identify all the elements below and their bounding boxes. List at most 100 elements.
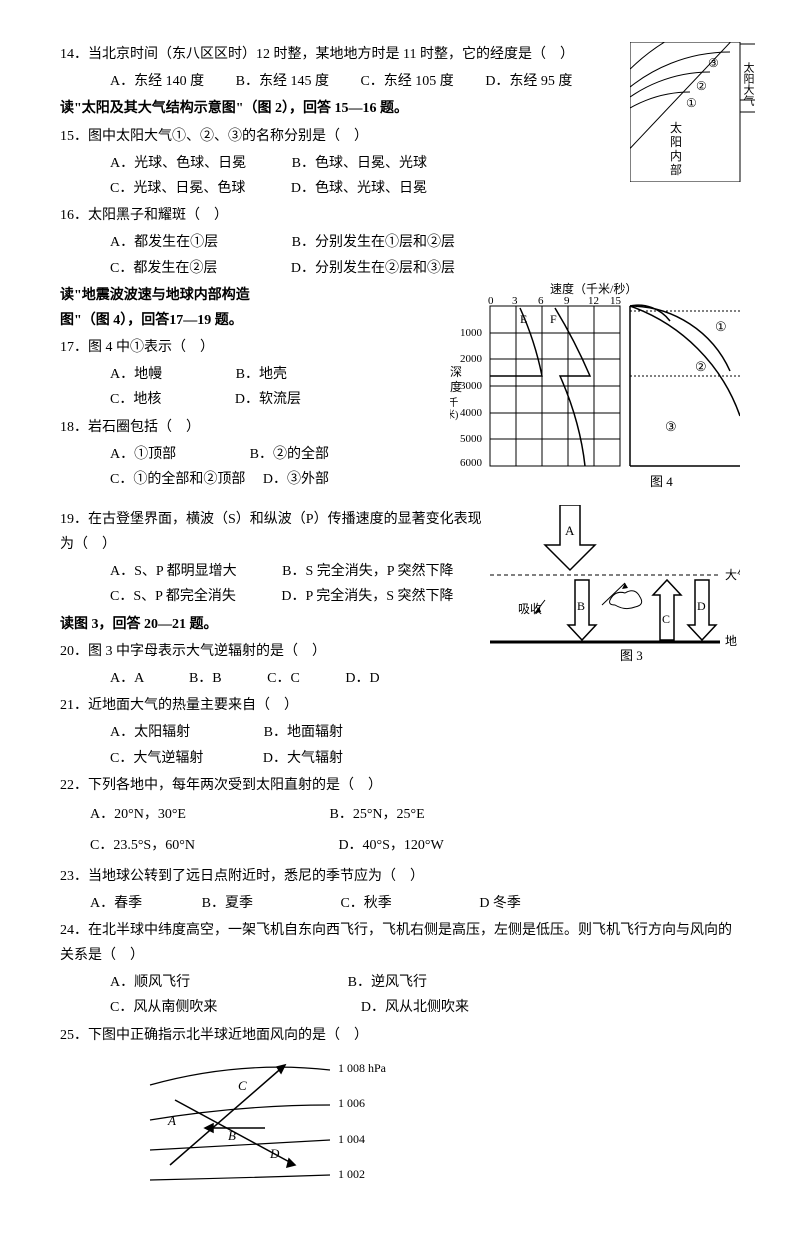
q18-d: D．③外部 xyxy=(263,472,329,487)
svg-text:图 3: 图 3 xyxy=(620,648,643,663)
q14-c: C．东经 105 度 xyxy=(360,74,453,89)
q23-d: D 冬季 xyxy=(479,896,521,911)
q24-options: A．顺风飞行 B．逆风飞行 C．风从南侧吹来 D．风从北侧吹来 xyxy=(60,970,740,1020)
svg-text:B: B xyxy=(577,599,585,613)
q18-a: A．①顶部 xyxy=(110,447,176,462)
svg-text:15: 15 xyxy=(610,295,622,307)
svg-text:12: 12 xyxy=(588,295,599,307)
svg-text:①: ① xyxy=(715,319,727,334)
q24-c: C．风从南侧吹来 xyxy=(110,1000,217,1015)
svg-text:③: ③ xyxy=(708,56,719,70)
figure-2-sun-atmosphere: ③ ② ① 太阳大气 太阳内部 xyxy=(630,42,780,191)
svg-text:大气: 大气 xyxy=(725,567,740,582)
q19-b: B．S 完全消失，P 突然下降 xyxy=(282,564,453,579)
q16-a: A．都发生在①层 xyxy=(110,235,218,250)
q21-a: A．太阳辐射 xyxy=(110,725,190,740)
svg-text:6000: 6000 xyxy=(460,457,483,469)
q20-d: D．D xyxy=(345,671,379,686)
svg-text:3000: 3000 xyxy=(460,380,483,392)
q14-a: A．东经 140 度 xyxy=(110,74,204,89)
q24-a: A．顺风飞行 xyxy=(110,975,190,990)
q21-text: 21．近地面大气的热量主要来自（ ） xyxy=(60,693,740,718)
q24-text: 24．在北半球中纬度高空，一架飞机自东向西飞行，飞机右侧是高压，左侧是低压。则飞… xyxy=(60,918,740,968)
q23-b: B．夏季 xyxy=(202,896,253,911)
svg-text:(千: (千 xyxy=(450,397,458,409)
figure-25-wind: A B C D 1 008 hPa 1 006 1 004 1 002 xyxy=(120,1050,740,1209)
svg-text:A: A xyxy=(565,523,575,538)
q23-options: A．春季 B．夏季 C．秋季 D 冬季 xyxy=(60,891,740,916)
svg-text:③: ③ xyxy=(665,419,677,434)
svg-text:B: B xyxy=(228,1128,236,1143)
svg-text:1 002: 1 002 xyxy=(338,1167,365,1181)
svg-text:太阳内部: 太阳内部 xyxy=(670,120,682,177)
svg-text:E: E xyxy=(520,312,527,326)
svg-text:5000: 5000 xyxy=(460,433,483,445)
q19-c: C．S、P 都完全消失 xyxy=(110,589,236,604)
q19-d: D．P 完全消失，S 突然下降 xyxy=(281,589,453,604)
q15-d: D．色球、光球、日冕 xyxy=(291,181,427,196)
q24-b: B．逆风飞行 xyxy=(348,975,427,990)
q22-d: D．40°S，120°W xyxy=(338,838,443,853)
svg-text:太阳大气: 太阳大气 xyxy=(742,62,755,106)
svg-text:1 008 hPa: 1 008 hPa xyxy=(338,1061,387,1075)
q24-d: D．风从北侧吹来 xyxy=(361,1000,469,1015)
svg-text:速度（千米/秒）: 速度（千米/秒） xyxy=(550,281,637,296)
figure-4-seismic: 速度（千米/秒） 0 3 6 9 12 15 1000 2000 3000 40… xyxy=(450,281,740,500)
q15-b: B．色球、日冕、光球 xyxy=(292,156,427,171)
q22-options: A．20°N，30°E B．25°N，25°E C．23.5°S，60°N D．… xyxy=(60,800,740,862)
q23-a: A．春季 xyxy=(90,896,142,911)
q16-text: 16．太阳黑子和耀斑（ ） xyxy=(60,203,740,228)
svg-text:9: 9 xyxy=(564,295,570,307)
q18-b: B．②的全部 xyxy=(250,447,329,462)
q23-text: 23．当地球公转到了远日点附近时，悉尼的季节应为（ ） xyxy=(60,864,740,889)
svg-text:地: 地 xyxy=(725,634,737,648)
svg-text:度: 度 xyxy=(450,379,462,394)
q17-b: B．地壳 xyxy=(236,367,287,382)
q17-d: D．软流层 xyxy=(235,392,301,407)
q20-c: C．C xyxy=(267,671,300,686)
svg-text:A: A xyxy=(167,1113,176,1128)
q15-c: C．光球、日冕、色球 xyxy=(110,181,245,196)
q21-d: D．大气辐射 xyxy=(263,751,343,766)
svg-text:图 4: 图 4 xyxy=(650,474,673,489)
q21-options: A．太阳辐射 B．地面辐射 C．大气逆辐射 D．大气辐射 xyxy=(60,720,740,770)
q14-d: D．东经 95 度 xyxy=(485,74,572,89)
q14-b: B．东经 145 度 xyxy=(236,74,329,89)
q20-b: B．B xyxy=(189,671,222,686)
svg-text:F: F xyxy=(550,312,557,326)
svg-text:3: 3 xyxy=(512,295,518,307)
svg-text:C: C xyxy=(238,1078,247,1093)
q18-c: C．①的全部和②顶部 xyxy=(110,472,245,487)
q20-a: A．A xyxy=(110,671,143,686)
q22-a: A．20°N，30°E xyxy=(90,807,186,822)
figure-3-radiation: A 大气 B C D 吸收 地 图 3 xyxy=(490,505,740,674)
q21-b: B．地面辐射 xyxy=(264,725,343,740)
svg-text:1 004: 1 004 xyxy=(338,1132,365,1146)
q19-a: A．S、P 都明显增大 xyxy=(110,564,237,579)
q16-b: B．分别发生在①层和②层 xyxy=(292,235,455,250)
svg-text:4000: 4000 xyxy=(460,407,483,419)
q22-b: B．25°N，25°E xyxy=(329,807,424,822)
svg-text:C: C xyxy=(662,612,670,626)
svg-text:①: ① xyxy=(686,96,697,110)
q22-text: 22．下列各地中，每年两次受到太阳直射的是（ ） xyxy=(60,773,740,798)
q17-a: A．地幔 xyxy=(110,367,162,382)
svg-text:②: ② xyxy=(695,359,707,374)
svg-text:1000: 1000 xyxy=(460,327,483,339)
svg-text:深: 深 xyxy=(450,365,462,379)
q22-c: C．23.5°S，60°N xyxy=(90,838,195,853)
q25-text: 25．下图中正确指示北半球近地面风向的是（ ） xyxy=(60,1023,740,1048)
svg-text:0: 0 xyxy=(488,295,494,307)
svg-text:米): 米) xyxy=(450,408,458,421)
intro-17-19: 读"地震波波速与地球内部构造图"（图 4），回答17—19 题。 xyxy=(60,283,290,333)
q16-d: D．分别发生在②层和③层 xyxy=(291,261,455,276)
svg-text:D: D xyxy=(269,1146,280,1161)
svg-text:6: 6 xyxy=(538,295,544,307)
q15-a: A．光球、色球、日冕 xyxy=(110,156,246,171)
q23-c: C．秋季 xyxy=(340,896,391,911)
svg-text:2000: 2000 xyxy=(460,353,483,365)
svg-text:D: D xyxy=(697,599,706,613)
q17-c: C．地核 xyxy=(110,392,161,407)
q21-c: C．大气逆辐射 xyxy=(110,751,203,766)
svg-text:②: ② xyxy=(696,79,707,93)
